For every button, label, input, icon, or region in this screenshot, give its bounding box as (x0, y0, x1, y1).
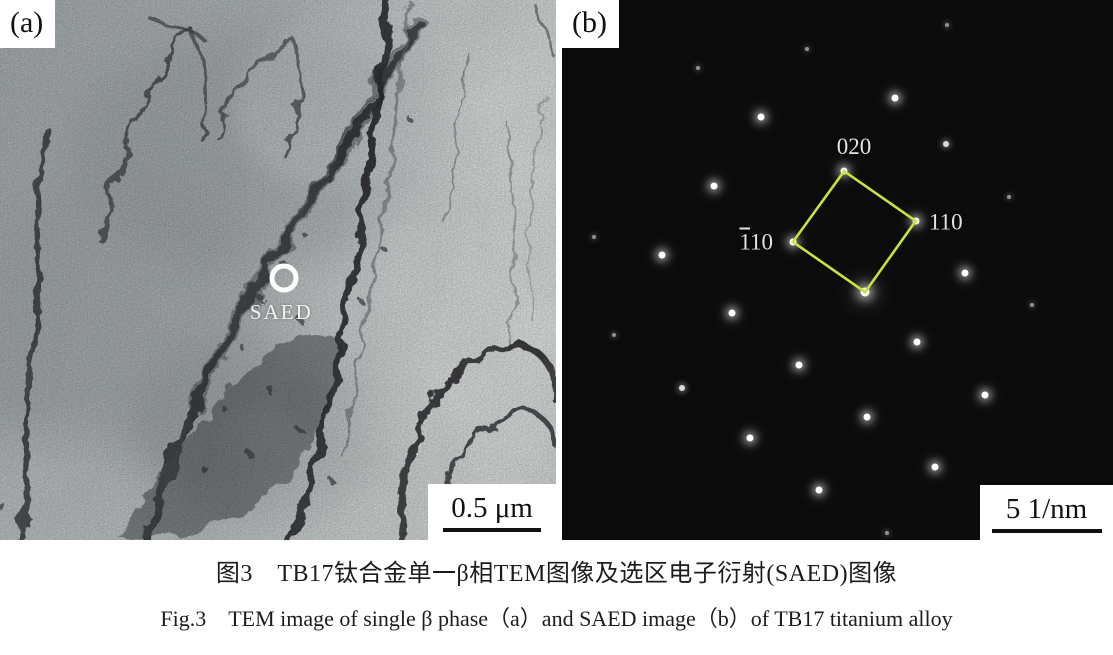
panel-a-scale-text: 0.5 μm (451, 492, 533, 524)
diffraction-spot (1006, 195, 1011, 200)
spot-label-neg110-overbar: 1 (739, 229, 751, 255)
unit-cell-square (791, 169, 918, 294)
panel-b-saed-image: 020 110 110 (b) 5 1/nm (562, 0, 1113, 540)
diffraction-spot (913, 338, 921, 346)
panel-b-scale-box: 5 1/nm (980, 485, 1113, 540)
diffraction-spot (943, 141, 950, 148)
spot-label-110: 110 (928, 209, 963, 235)
diffraction-spot (710, 182, 718, 190)
panel-a-label: (a) (0, 0, 56, 48)
diffraction-spot (945, 22, 950, 27)
panel-a-scale-bar (443, 528, 541, 532)
diffraction-spot (805, 47, 810, 52)
diffraction-spot (961, 269, 969, 277)
panel-b-scale-text: 5 1/nm (1005, 492, 1088, 525)
panel-b-label: (b) (562, 0, 619, 48)
saed-selection-circle (269, 263, 299, 293)
panel-a-scale-box: 0.5 μm (428, 484, 556, 540)
panel-b-scale-bar (991, 528, 1102, 533)
panel-a-tem-image: (a) SAED 0.5 μm (0, 0, 556, 540)
caption-english: Fig.3 TEM image of single β phase（a）and … (160, 606, 953, 631)
diffraction-spot (591, 235, 596, 240)
diffraction-spot (863, 413, 871, 421)
diffraction-spot (795, 361, 803, 369)
figure-row: (a) SAED 0.5 μm 020 110 110 (b) 5 1/nm (0, 0, 1113, 540)
diffraction-spot (815, 486, 823, 494)
diffraction-spot (757, 113, 765, 121)
diffraction-spot (696, 66, 701, 71)
spot-label-neg110-rest: 10 (750, 229, 774, 255)
diffraction-spot (728, 309, 736, 317)
diffraction-spot (679, 385, 686, 392)
spot-label-neg110: 110 (739, 231, 773, 254)
diffraction-spot (981, 391, 989, 399)
diffraction-spot (885, 530, 890, 535)
spot-label-020: 020 (836, 133, 872, 159)
diffraction-spot (891, 94, 899, 102)
diffraction-spot (1030, 303, 1034, 308)
unit-cell-square-outline (791, 169, 918, 294)
caption-chinese: 图3 TB17钛合金单一β相TEM图像及选区电子衍射(SAED)图像 (215, 561, 898, 587)
saed-label: SAED (249, 300, 313, 325)
diffraction-spot (611, 332, 616, 337)
diffraction-spot (931, 463, 939, 471)
diffraction-spot (746, 434, 754, 442)
diffraction-spot (658, 251, 666, 259)
